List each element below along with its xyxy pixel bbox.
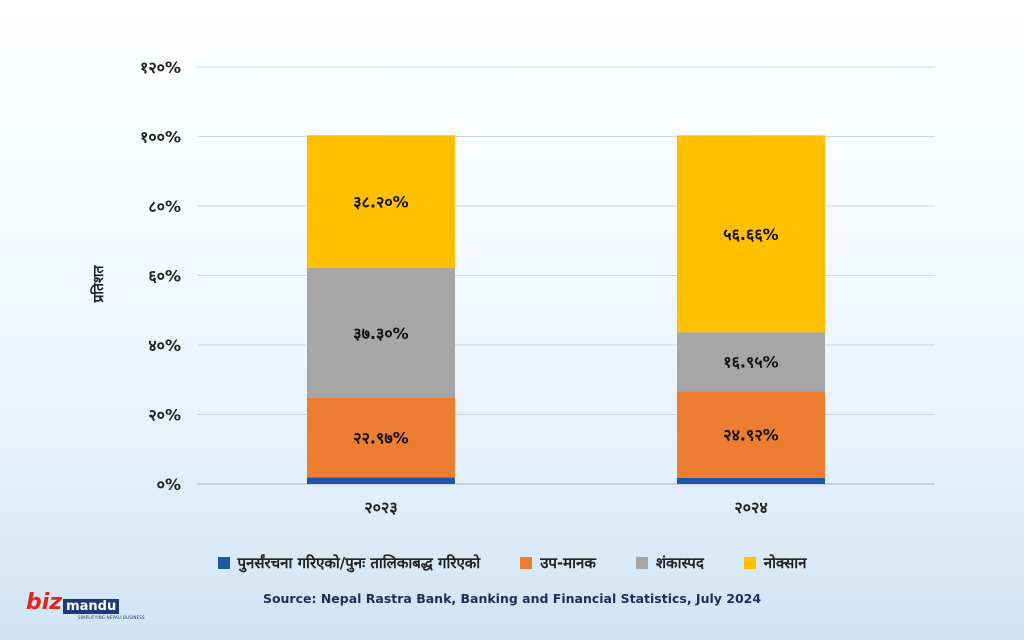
bar-seg-0-2 (307, 267, 455, 398)
legend-label-restructured: पुनर्संरचना गरिएको/पुनः तालिकाबद्ध गरिएक… (237, 554, 481, 572)
legend-label-loss: नोक्सान (763, 554, 807, 572)
logo-text-mandu: mandu (63, 599, 120, 614)
legend-label-doubtful: शंकास्पद (655, 554, 704, 572)
bar-seg-0-1 (307, 397, 455, 478)
data-label-0-2: ३७.३०% (353, 324, 408, 343)
legend-swatch-restructured (217, 557, 230, 569)
bar-seg-1-0 (677, 477, 825, 484)
bar-seg-1-3 (677, 135, 825, 333)
legend-item-restructured: पुनर्संरचना गरिएको/पुनः तालिकाबद्ध गरिएक… (217, 553, 481, 573)
legend-item-loss: नोक्सान (743, 553, 807, 573)
data-label-0-1: २२.९७% (353, 428, 408, 447)
y-tick-label-60: ६०% (148, 267, 181, 286)
logo-tagline: SIMPLIFYING NEPALI BUSINESS (78, 615, 145, 620)
y-axis-label: प्रतिशत (90, 264, 107, 303)
data-label-0-3: ३८.२०% (353, 193, 408, 212)
y-tick-label-80: ८०% (148, 197, 181, 216)
chart-legend: पुनर्संरचना गरिएको/पुनः तालिकाबद्ध गरिएक… (0, 553, 1024, 573)
data-label-1-1: २४.९२% (723, 425, 778, 444)
legend-swatch-doubtful (635, 557, 648, 569)
bar-seg-1-2 (677, 332, 825, 392)
y-tick-label-120: १२०% (140, 58, 181, 77)
legend-swatch-substandard (520, 557, 533, 569)
legend-item-doubtful: शंकास्पद (635, 553, 704, 573)
source-note: Source: Nepal Rastra Bank, Banking and F… (262, 591, 762, 606)
x-tick-label-1: २०२४ (734, 498, 767, 517)
legend-label-substandard: उप-मानक (540, 554, 596, 572)
y-tick-label-0: ०% (157, 475, 181, 494)
legend-item-substandard: उप-मानक (520, 553, 596, 573)
bizmandu-logo[interactable]: biz mandu SIMPLIFYING NEPALI BUSINESS (26, 590, 145, 621)
bar-seg-1-1 (677, 391, 825, 478)
bar-seg-0-3 (307, 135, 455, 268)
y-tick-label-20: २०% (148, 406, 181, 425)
data-label-1-3: ५६.६६% (723, 225, 778, 244)
y-tick-label-100: १००% (140, 128, 181, 147)
legend-swatch-loss (743, 557, 756, 569)
y-tick-label-40: ४०% (148, 336, 181, 355)
x-tick-label-0: २०२३ (364, 498, 397, 517)
bar-seg-0-0 (307, 477, 455, 484)
data-label-1-2: १६.९५% (723, 353, 778, 372)
logo-text-biz: biz (26, 590, 63, 615)
